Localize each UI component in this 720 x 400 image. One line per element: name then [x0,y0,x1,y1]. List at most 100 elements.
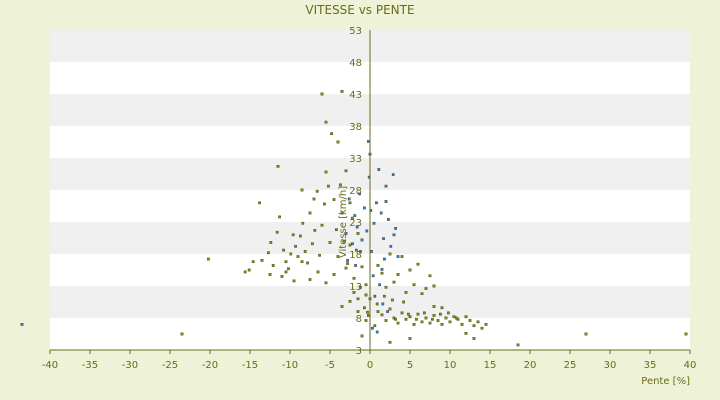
data-point [436,319,440,322]
data-point [348,201,352,205]
y-tick-label: 28 [349,186,362,197]
data-point [472,337,476,340]
data-point [384,319,388,322]
data-point [412,283,416,287]
data-point [330,132,333,136]
data-point [440,323,444,326]
data-point [392,233,396,237]
data-point [420,320,424,324]
data-point [484,323,488,326]
data-point [320,92,324,96]
data-point [308,278,312,281]
data-point [352,276,356,280]
data-point [388,307,392,311]
data-point [296,255,300,258]
data-point [364,293,368,297]
data-point [371,326,374,330]
data-point [348,300,352,303]
data-point [355,248,358,252]
data-point [364,283,368,287]
x-axis-label: Pente [%] [641,376,690,387]
data-point [428,274,432,278]
y-tick-label: 38 [349,122,362,133]
data-point [460,323,464,326]
data-point [373,324,377,328]
data-point [363,206,366,210]
data-point [207,257,210,261]
data-point [407,312,410,316]
data-point [384,285,388,289]
x-tick-label: 0 [367,360,373,371]
data-point [339,183,342,187]
data-point [269,241,273,244]
data-point [431,317,434,321]
data-point [404,291,408,294]
data-point [251,260,255,264]
data-point [584,332,588,336]
data-point [267,251,270,255]
x-tick-label: 35 [644,360,657,371]
data-point [353,214,357,217]
data-point [336,255,340,258]
data-point [367,314,370,317]
data-point [375,302,379,306]
data-point [382,237,385,240]
data-point [365,229,369,233]
data-point [375,201,378,205]
data-point [447,311,450,315]
data-point [344,232,348,235]
data-point [375,330,379,334]
x-tick-label: 40 [684,360,697,371]
data-point [292,279,296,283]
data-point [400,255,404,258]
data-point [356,310,360,313]
axes [49,30,691,354]
data-point [356,297,360,301]
data-point [408,337,412,340]
data-point [356,232,360,235]
data-point [352,291,356,294]
data-point [312,197,316,201]
data-point [392,280,396,284]
data-point [416,312,420,316]
data-point [383,294,386,298]
data-point [258,201,261,205]
data-point [359,250,362,253]
data-point [464,332,468,335]
data-point [358,192,361,196]
data-point [336,140,340,144]
data-point [315,189,319,193]
y-tick-label: 43 [349,90,362,101]
data-point [287,267,290,271]
data-point [400,311,404,315]
y-tick-label: 8 [356,314,362,325]
data-point [276,164,280,168]
data-point [360,265,364,269]
data-point [294,244,297,248]
data-point [373,294,377,298]
data-point [396,255,400,258]
data-point [367,140,370,143]
data-point [351,242,354,246]
data-point [364,319,368,322]
data-point [439,312,442,316]
y-axis-label: Vitesse [km/h] [338,186,349,258]
data-point [480,326,484,330]
x-tick-labels: -40 -35 -30 -25 -20 -15 -10 -5 0 5 10 15 20 25 30 35 40 [42,360,697,371]
x-tick-label: 30 [604,360,617,371]
x-tick-label: 25 [564,360,577,371]
data-point [346,259,349,262]
data-point [340,211,344,215]
y-tick-label: 48 [349,58,362,69]
data-point [379,211,383,215]
x-tick-label: -30 [122,360,138,371]
data-point [378,283,381,287]
data-point [388,340,392,344]
data-point [387,218,390,221]
x-tick-label: 5 [407,360,413,371]
data-point [423,311,426,315]
data-point [464,315,468,319]
data-point [355,225,359,229]
data-point [332,273,336,276]
data-point [444,316,448,320]
